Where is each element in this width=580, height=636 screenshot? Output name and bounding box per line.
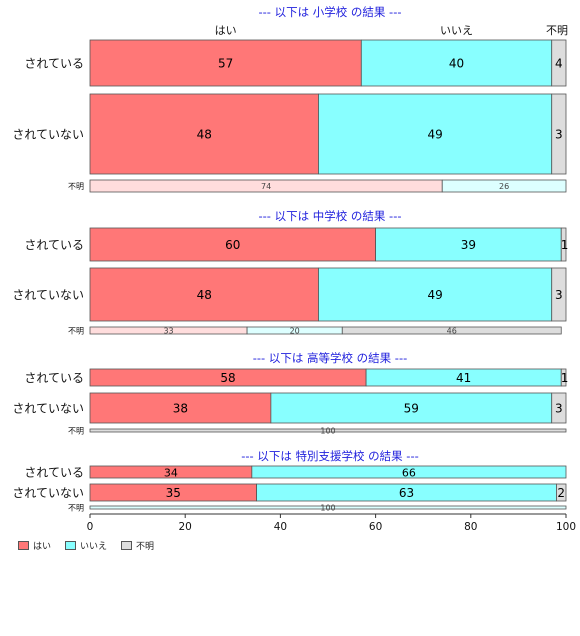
data-label-1-0-1: 39 — [461, 238, 476, 252]
row-label-3-2: 不明 — [68, 504, 84, 513]
data-label-0-1-0: 48 — [197, 128, 212, 142]
x-tick-label-2: 40 — [274, 521, 287, 533]
data-label-1-2-1: 20 — [290, 327, 300, 336]
legend-swatch-unknown — [121, 541, 133, 550]
data-label-1-0-2: 1 — [561, 238, 569, 252]
panel-title-3: --- 以下は 特別支援学校 の結果 --- — [241, 449, 419, 463]
bar-segment-3-0-1 — [251, 465, 567, 479]
bar-segment-2-0-2 — [560, 368, 567, 387]
row-label-2-1: されていない — [12, 402, 84, 416]
row-label-1-0: されている — [24, 238, 84, 252]
data-label-2-1-1: 59 — [404, 402, 419, 416]
row-label-1-2: 不明 — [68, 327, 84, 336]
data-label-3-2-1: 100 — [320, 504, 335, 513]
bar-segment-2-1-2 — [551, 392, 567, 424]
data-label-1-1-0: 48 — [197, 288, 212, 302]
bar-segment-1-1-1 — [318, 267, 553, 322]
data-label-3-0-1: 66 — [402, 467, 416, 480]
panel-title-1: --- 以下は 中学校 の結果 --- — [258, 209, 401, 223]
data-label-3-0-0: 34 — [164, 467, 178, 480]
data-label-3-1-2: 2 — [557, 486, 565, 500]
x-tick-label-0: 0 — [87, 521, 94, 533]
bar-segment-0-0-0 — [89, 39, 362, 87]
data-label-2-2-2: 100 — [320, 427, 335, 436]
x-tick-label-1: 20 — [179, 521, 192, 533]
data-label-0-1-2: 3 — [555, 128, 563, 142]
bar-segment-1-0-1 — [375, 227, 562, 262]
x-tick-label-4: 80 — [464, 521, 477, 533]
bar-segment-0-1-1 — [318, 93, 553, 175]
data-label-0-2-1: 26 — [499, 182, 509, 191]
legend-swatch-no — [65, 541, 77, 550]
panel-title-2: --- 以下は 高等学校 の結果 --- — [253, 351, 408, 365]
data-label-2-1-2: 3 — [555, 402, 563, 416]
bar-segment-1-0-2 — [560, 227, 567, 262]
data-label-2-0-1: 41 — [456, 371, 471, 385]
panel-title-0: --- 以下は 小学校 の結果 --- — [258, 5, 401, 19]
legend-label-no: いいえ — [80, 542, 108, 552]
x-tick-label-5: 100 — [556, 521, 576, 533]
data-label-1-2-2: 46 — [447, 327, 457, 336]
data-label-2-0-0: 58 — [220, 371, 235, 385]
column-header-2: 不明 — [546, 24, 568, 37]
legend-label-yes: はい — [33, 542, 52, 552]
x-tick-label-3: 60 — [369, 521, 382, 533]
bar-segment-3-2-1 — [89, 505, 567, 510]
row-label-0-1: されていない — [12, 128, 84, 142]
data-label-0-0-0: 57 — [218, 57, 233, 71]
bar-segment-1-1-2 — [551, 267, 567, 322]
data-label-3-1-0: 35 — [166, 486, 181, 500]
data-label-0-0-2: 4 — [555, 57, 563, 71]
bar-segment-0-1-2 — [551, 93, 567, 175]
data-label-2-1-0: 38 — [173, 402, 188, 416]
row-label-0-0: されている — [24, 57, 84, 71]
row-label-2-2: 不明 — [68, 427, 84, 436]
bar-segment-3-1-2 — [556, 483, 567, 502]
row-label-3-0: されている — [24, 466, 84, 480]
row-label-3-1: されていない — [12, 486, 84, 500]
data-label-0-1-1: 49 — [427, 128, 442, 142]
column-header-0: はい — [215, 24, 237, 37]
row-label-2-0: されている — [24, 371, 84, 385]
bar-segment-2-1-0 — [89, 392, 272, 424]
bar-segment-0-0-1 — [360, 39, 553, 87]
bar-segment-1-0-0 — [89, 227, 377, 262]
data-label-0-2-0: 74 — [261, 182, 271, 191]
legend-item-yes: はい — [18, 539, 51, 552]
legend-item-unknown: 不明 — [121, 539, 154, 552]
data-label-1-2-0: 33 — [163, 327, 173, 336]
data-label-2-0-2: 1 — [561, 371, 569, 385]
bar-segment-1-2-2 — [341, 326, 562, 335]
bar-segment-2-1-1 — [270, 392, 553, 424]
data-label-3-1-1: 63 — [399, 486, 414, 500]
data-label-1-0-0: 60 — [225, 238, 240, 252]
legend-item-no: いいえ — [65, 539, 107, 552]
data-label-1-1-1: 49 — [427, 288, 442, 302]
chart-legend: はい いいえ 不明 — [18, 539, 154, 552]
row-label-0-2: 不明 — [68, 182, 84, 191]
bar-segment-0-0-2 — [551, 39, 567, 87]
column-header-1: いいえ — [440, 24, 473, 37]
bar-segment-0-2-1 — [441, 179, 567, 193]
data-label-1-1-2: 3 — [555, 288, 563, 302]
legend-swatch-yes — [18, 541, 29, 550]
row-label-1-1: されていない — [12, 288, 84, 302]
legend-label-unknown: 不明 — [136, 542, 155, 552]
data-label-0-0-1: 40 — [449, 57, 464, 71]
bar-segment-2-2-2 — [89, 428, 567, 433]
